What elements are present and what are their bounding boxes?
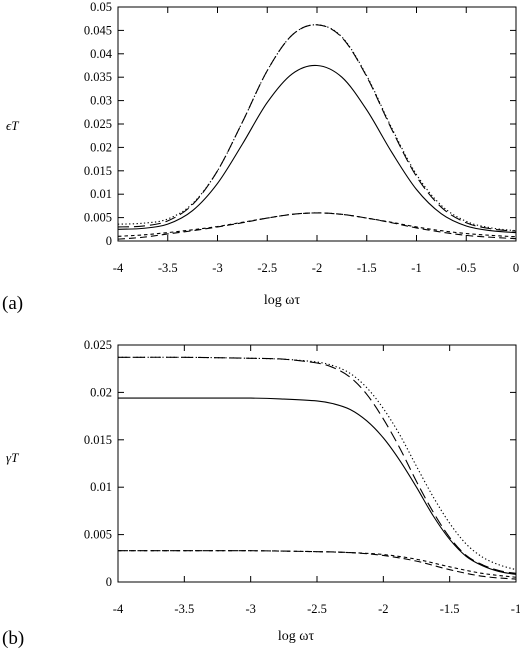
y-tick-label: 0.01 xyxy=(90,187,112,201)
x-tick-label: -1.5 xyxy=(440,602,460,616)
x-ticks-b: -4 -3.5 -3 -2.5 -2 -1.5 -1 xyxy=(113,345,520,616)
y-axis-label-b: γT xyxy=(6,450,19,465)
x-tick-label: -4 xyxy=(113,261,124,275)
series-line-solid xyxy=(117,64,517,234)
y-tick-label: 0.015 xyxy=(84,164,112,178)
x-axis-label-b: log ωτ xyxy=(278,629,315,644)
series-line-medium-dash xyxy=(117,212,517,240)
y-tick-label: 0 xyxy=(106,234,112,248)
y-tick-label: 0.025 xyxy=(84,338,112,352)
x-tick-label: -3 xyxy=(245,602,255,616)
y-tick-label: 0.02 xyxy=(90,385,112,399)
y-axis-label-a: ϵT xyxy=(6,118,19,133)
x-tick-label: -2.5 xyxy=(257,261,277,275)
y-tick-label: 0.025 xyxy=(84,117,112,131)
y-tick-label: 0.05 xyxy=(90,0,112,14)
plot-frame-a xyxy=(117,6,517,242)
series-line-long-dash xyxy=(117,356,517,575)
y-tick-label: 0.005 xyxy=(84,211,112,225)
x-tick-label: -3.5 xyxy=(174,602,194,616)
series-line-short-dash xyxy=(118,550,517,578)
y-tick-label: 0.02 xyxy=(90,140,112,154)
x-tick-label: -2 xyxy=(378,602,388,616)
panel-a: 0 0.005 0.01 0.015 0.02 0.025 0.03 0.035 0.04 0.0… xyxy=(2,0,519,314)
x-tick-label: -3 xyxy=(212,261,222,275)
x-tick-label: -1 xyxy=(511,602,520,616)
x-tick-label: -2.5 xyxy=(307,602,327,616)
series-line-dotted xyxy=(117,24,517,232)
x-tick-label: -0.5 xyxy=(456,261,476,275)
y-tick-label: 0.015 xyxy=(84,433,112,447)
x-tick-label: -4 xyxy=(113,602,124,616)
panel-label-b: (b) xyxy=(2,628,24,649)
lines-b xyxy=(117,356,517,580)
y-tick-label: 0.04 xyxy=(90,47,113,61)
series-line-solid xyxy=(117,397,517,575)
x-tick-label: -2 xyxy=(312,261,322,275)
lines-a xyxy=(117,24,517,240)
x-tick-label: 0 xyxy=(513,261,519,275)
y-tick-label: 0.045 xyxy=(84,23,112,37)
x-tick-label: -3.5 xyxy=(158,261,178,275)
y-tick-label: 0.005 xyxy=(84,528,112,542)
series-line-short-dash xyxy=(117,212,517,238)
series-line-dotted xyxy=(117,356,517,571)
y-tick-label: 0.03 xyxy=(90,94,112,108)
series-line-long-dash xyxy=(117,24,517,232)
y-tick-label: 0.035 xyxy=(84,70,112,84)
y-tick-label: 0.01 xyxy=(90,480,112,494)
y-ticks-b: 0 0.005 0.01 0.015 0.02 0.025 xyxy=(84,338,516,589)
x-tick-label: -1.5 xyxy=(357,261,377,275)
y-ticks-a: 0 0.005 0.01 0.015 0.02 0.025 0.03 0.035 0.04 0.0… xyxy=(84,0,516,248)
x-axis-label-a: log ωτ xyxy=(264,293,301,308)
series-line-medium-dash xyxy=(118,550,517,580)
y-tick-label: 0 xyxy=(106,575,112,589)
panel-label-a: (a) xyxy=(2,293,23,314)
x-tick-label: -1 xyxy=(411,261,421,275)
